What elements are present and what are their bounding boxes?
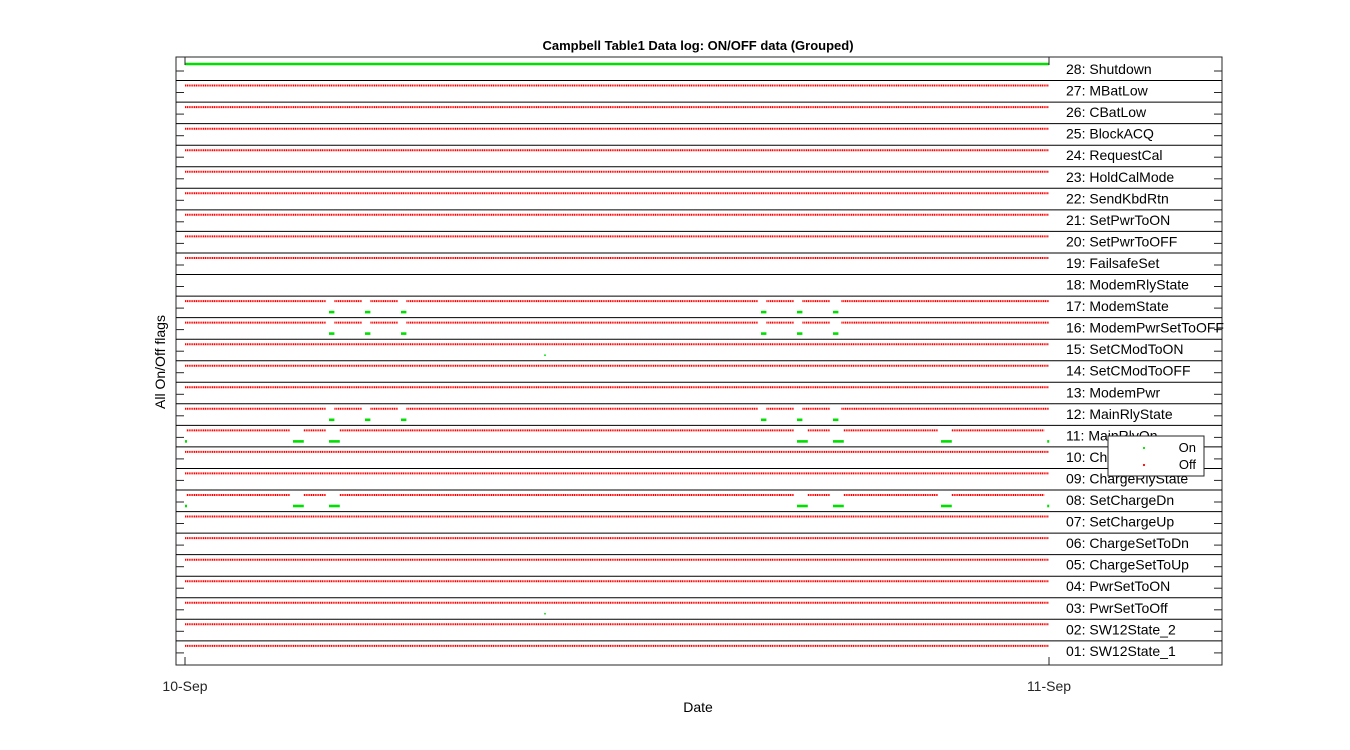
flag-labels: 28: Shutdown 27: MBatLow 26: CBatLow 25: Bl… [1066, 61, 1224, 659]
flag-label: 14: SetCModToOFF [1066, 363, 1191, 379]
data-marks [185, 62, 1050, 647]
flag-series-8 [185, 494, 1050, 508]
legend: On Off [1107, 435, 1205, 477]
flag-label: 25: BlockACQ [1066, 126, 1154, 142]
legend-marker-on [1142, 446, 1146, 450]
flag-label: 12: MainRlyState [1066, 406, 1173, 422]
flag-label: 28: Shutdown [1066, 61, 1152, 77]
flag-label: 03: PwrSetToOff [1066, 600, 1168, 616]
flag-label: 15: SetCModToON [1066, 341, 1184, 357]
chart-title: Campbell Table1 Data log: ON/OFF data (G… [542, 38, 853, 53]
on-point [544, 612, 546, 615]
legend-box [1107, 435, 1205, 477]
x-tick-label: 10-Sep [162, 678, 207, 694]
flag-label: 02: SW12State_2 [1066, 621, 1176, 637]
flag-series-12 [185, 407, 1049, 422]
flag-label: 04: PwrSetToON [1066, 578, 1170, 594]
flag-label: 13: ModemPwr [1066, 384, 1160, 400]
flag-label: 05: ChargeSetToUp [1066, 557, 1189, 573]
x-axis-label: Date [683, 699, 713, 715]
flag-label: 21: SetPwrToON [1066, 212, 1170, 228]
legend-marker-off [1142, 463, 1146, 467]
flag-label: 07: SetChargeUp [1066, 514, 1174, 530]
flag-series-11 [185, 429, 1050, 443]
flag-series-3 [185, 601, 1049, 615]
flag-label: 24: RequestCal [1066, 147, 1163, 163]
flag-series-15 [185, 343, 1049, 357]
x-axis-ticks: 10-Sep 11-Sep [162, 57, 1071, 694]
flag-label: 01: SW12State_1 [1066, 643, 1176, 659]
plot-area [175, 56, 1223, 666]
flag-label: 19: FailsafeSet [1066, 255, 1159, 271]
flag-series-17 [185, 300, 1049, 314]
y-axis-label: All On/Off flags [152, 315, 168, 409]
flag-label: 08: SetChargeDn [1066, 492, 1174, 508]
legend-label-off: Off [1179, 457, 1196, 472]
flag-label: 27: MBatLow [1066, 83, 1149, 99]
flag-label: 17: ModemState [1066, 298, 1169, 314]
flag-label: 26: CBatLow [1066, 104, 1147, 120]
flag-label: 22: SendKbdRtn [1066, 190, 1169, 206]
legend-label-on: On [1179, 440, 1196, 455]
on-point [544, 354, 546, 357]
flag-label: 06: ChargeSetToDn [1066, 535, 1189, 551]
x-tick-label: 11-Sep [1027, 678, 1071, 694]
flag-label: 16: ModemPwrSetToOFF [1066, 320, 1224, 336]
flag-series-16 [185, 321, 1049, 335]
flag-label: 18: ModemRlyState [1066, 277, 1189, 293]
flag-label: 23: HoldCalMode [1066, 169, 1174, 185]
flag-label: 20: SetPwrToOFF [1066, 233, 1177, 249]
